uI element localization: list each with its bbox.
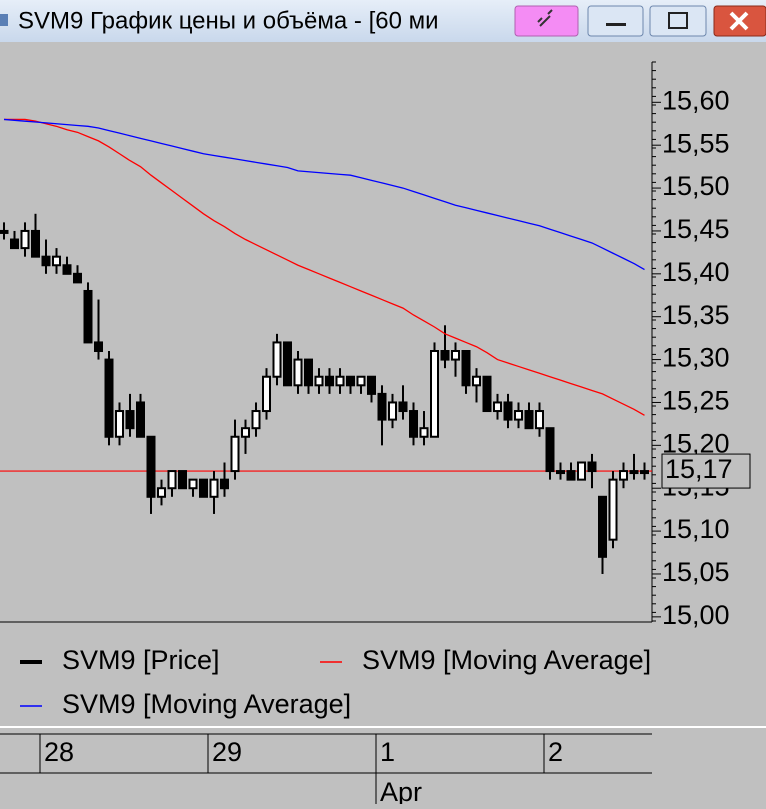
candle-body (230, 435, 240, 473)
candle-body (136, 401, 145, 438)
candle-body (125, 410, 135, 430)
candle-body (566, 470, 576, 481)
candle-body (493, 401, 502, 413)
candle-body (241, 427, 250, 438)
y-tick-label: 15,60 (662, 85, 730, 115)
candle-body (52, 255, 61, 267)
candle-body (188, 478, 198, 490)
month-label: Apr (380, 777, 422, 804)
window-icon (0, 14, 8, 26)
candle-body (325, 375, 334, 387)
candle-body (83, 289, 93, 344)
candle-body (577, 461, 586, 481)
candle-body (283, 341, 292, 387)
y-tick-label: 15,45 (662, 214, 730, 244)
y-tick-label: 15,40 (662, 257, 730, 287)
candle-body (556, 470, 565, 475)
candle-body (629, 470, 639, 475)
candle-body (304, 358, 313, 387)
link-icon (537, 9, 553, 27)
candle-body (31, 229, 40, 258)
y-tick-label: 15,05 (662, 557, 730, 587)
last-price-box (661, 453, 751, 489)
y-tick-label: 15,35 (662, 300, 730, 330)
candle-body (461, 350, 471, 387)
x-tick-label: 28 (44, 737, 74, 767)
candle-body (272, 341, 282, 378)
minimize-button[interactable] (587, 5, 644, 37)
y-tick-label: 15,55 (662, 128, 730, 158)
candle-body (640, 470, 649, 475)
legend-label: SVM9 [Moving Average] (62, 689, 351, 719)
candle-body (94, 341, 103, 353)
candle-body (430, 350, 439, 438)
candle-body (598, 495, 607, 558)
legend-label: SVM9 [Moving Average] (362, 645, 651, 675)
moving-average-line (4, 118, 645, 416)
x-tick-label: 2 (548, 737, 563, 767)
y-tick-label: 15,50 (662, 171, 730, 201)
y-tick-label: 15,25 (662, 386, 730, 416)
candle-body (419, 427, 429, 438)
maximize-icon (668, 12, 688, 29)
candle-body (41, 255, 51, 267)
candle-body (262, 375, 271, 413)
candle-body (377, 392, 387, 421)
candle-body (388, 401, 397, 421)
last-price-label: 15,17 (665, 454, 733, 484)
window-title: SVM9 График цены и объёма - [60 ми (18, 7, 439, 34)
moving-average-line (3, 118, 645, 271)
x-tick-label: 1 (380, 737, 395, 767)
chart: 15,0015,0515,1015,1515,2015,2515,3015,35… (0, 61, 766, 807)
legend-label: SVM9 [Price] (62, 645, 220, 675)
candle-body (293, 358, 303, 387)
candle-body (346, 375, 355, 387)
candle-body (514, 410, 523, 421)
candle-body (619, 470, 628, 481)
candle-body (157, 487, 166, 498)
candle-body (440, 350, 450, 361)
candle-body (503, 401, 513, 421)
minimize-icon (606, 23, 626, 26)
candle-body (545, 427, 555, 473)
candle-body (73, 272, 82, 284)
y-tick-label: 15,30 (662, 343, 730, 373)
candle-body (524, 410, 534, 430)
candle-body (10, 238, 19, 250)
candle-body (535, 410, 544, 430)
x-tick-label: 29 (212, 737, 242, 767)
candle-body (367, 375, 376, 395)
candle-body (199, 478, 208, 498)
y-tick-label: 15,00 (662, 600, 730, 630)
candle-body (146, 435, 156, 498)
candle-body (409, 410, 418, 438)
candle-body (356, 375, 366, 387)
candle-body (587, 461, 597, 473)
candle-body (482, 375, 492, 413)
candle-body (314, 375, 324, 387)
candle-body (62, 264, 72, 275)
candle-body (472, 375, 481, 387)
candle-body (335, 375, 345, 387)
candle-body (104, 358, 114, 438)
candle-body (251, 410, 261, 430)
candle-body (178, 470, 187, 490)
candle-body (115, 410, 124, 438)
close-icon (729, 11, 749, 31)
candle-body (451, 350, 460, 361)
y-tick-label: 15,20 (662, 428, 730, 458)
candle-body (20, 229, 30, 250)
candle-body (398, 401, 408, 413)
candle-body (608, 478, 618, 541)
candle-body (0, 229, 9, 234)
candle-body (167, 470, 177, 490)
candle-body (220, 478, 229, 490)
y-tick-label: 15,10 (662, 514, 730, 544)
candle-body (209, 478, 219, 498)
maximize-button[interactable] (649, 5, 707, 37)
link-button[interactable] (514, 5, 579, 37)
